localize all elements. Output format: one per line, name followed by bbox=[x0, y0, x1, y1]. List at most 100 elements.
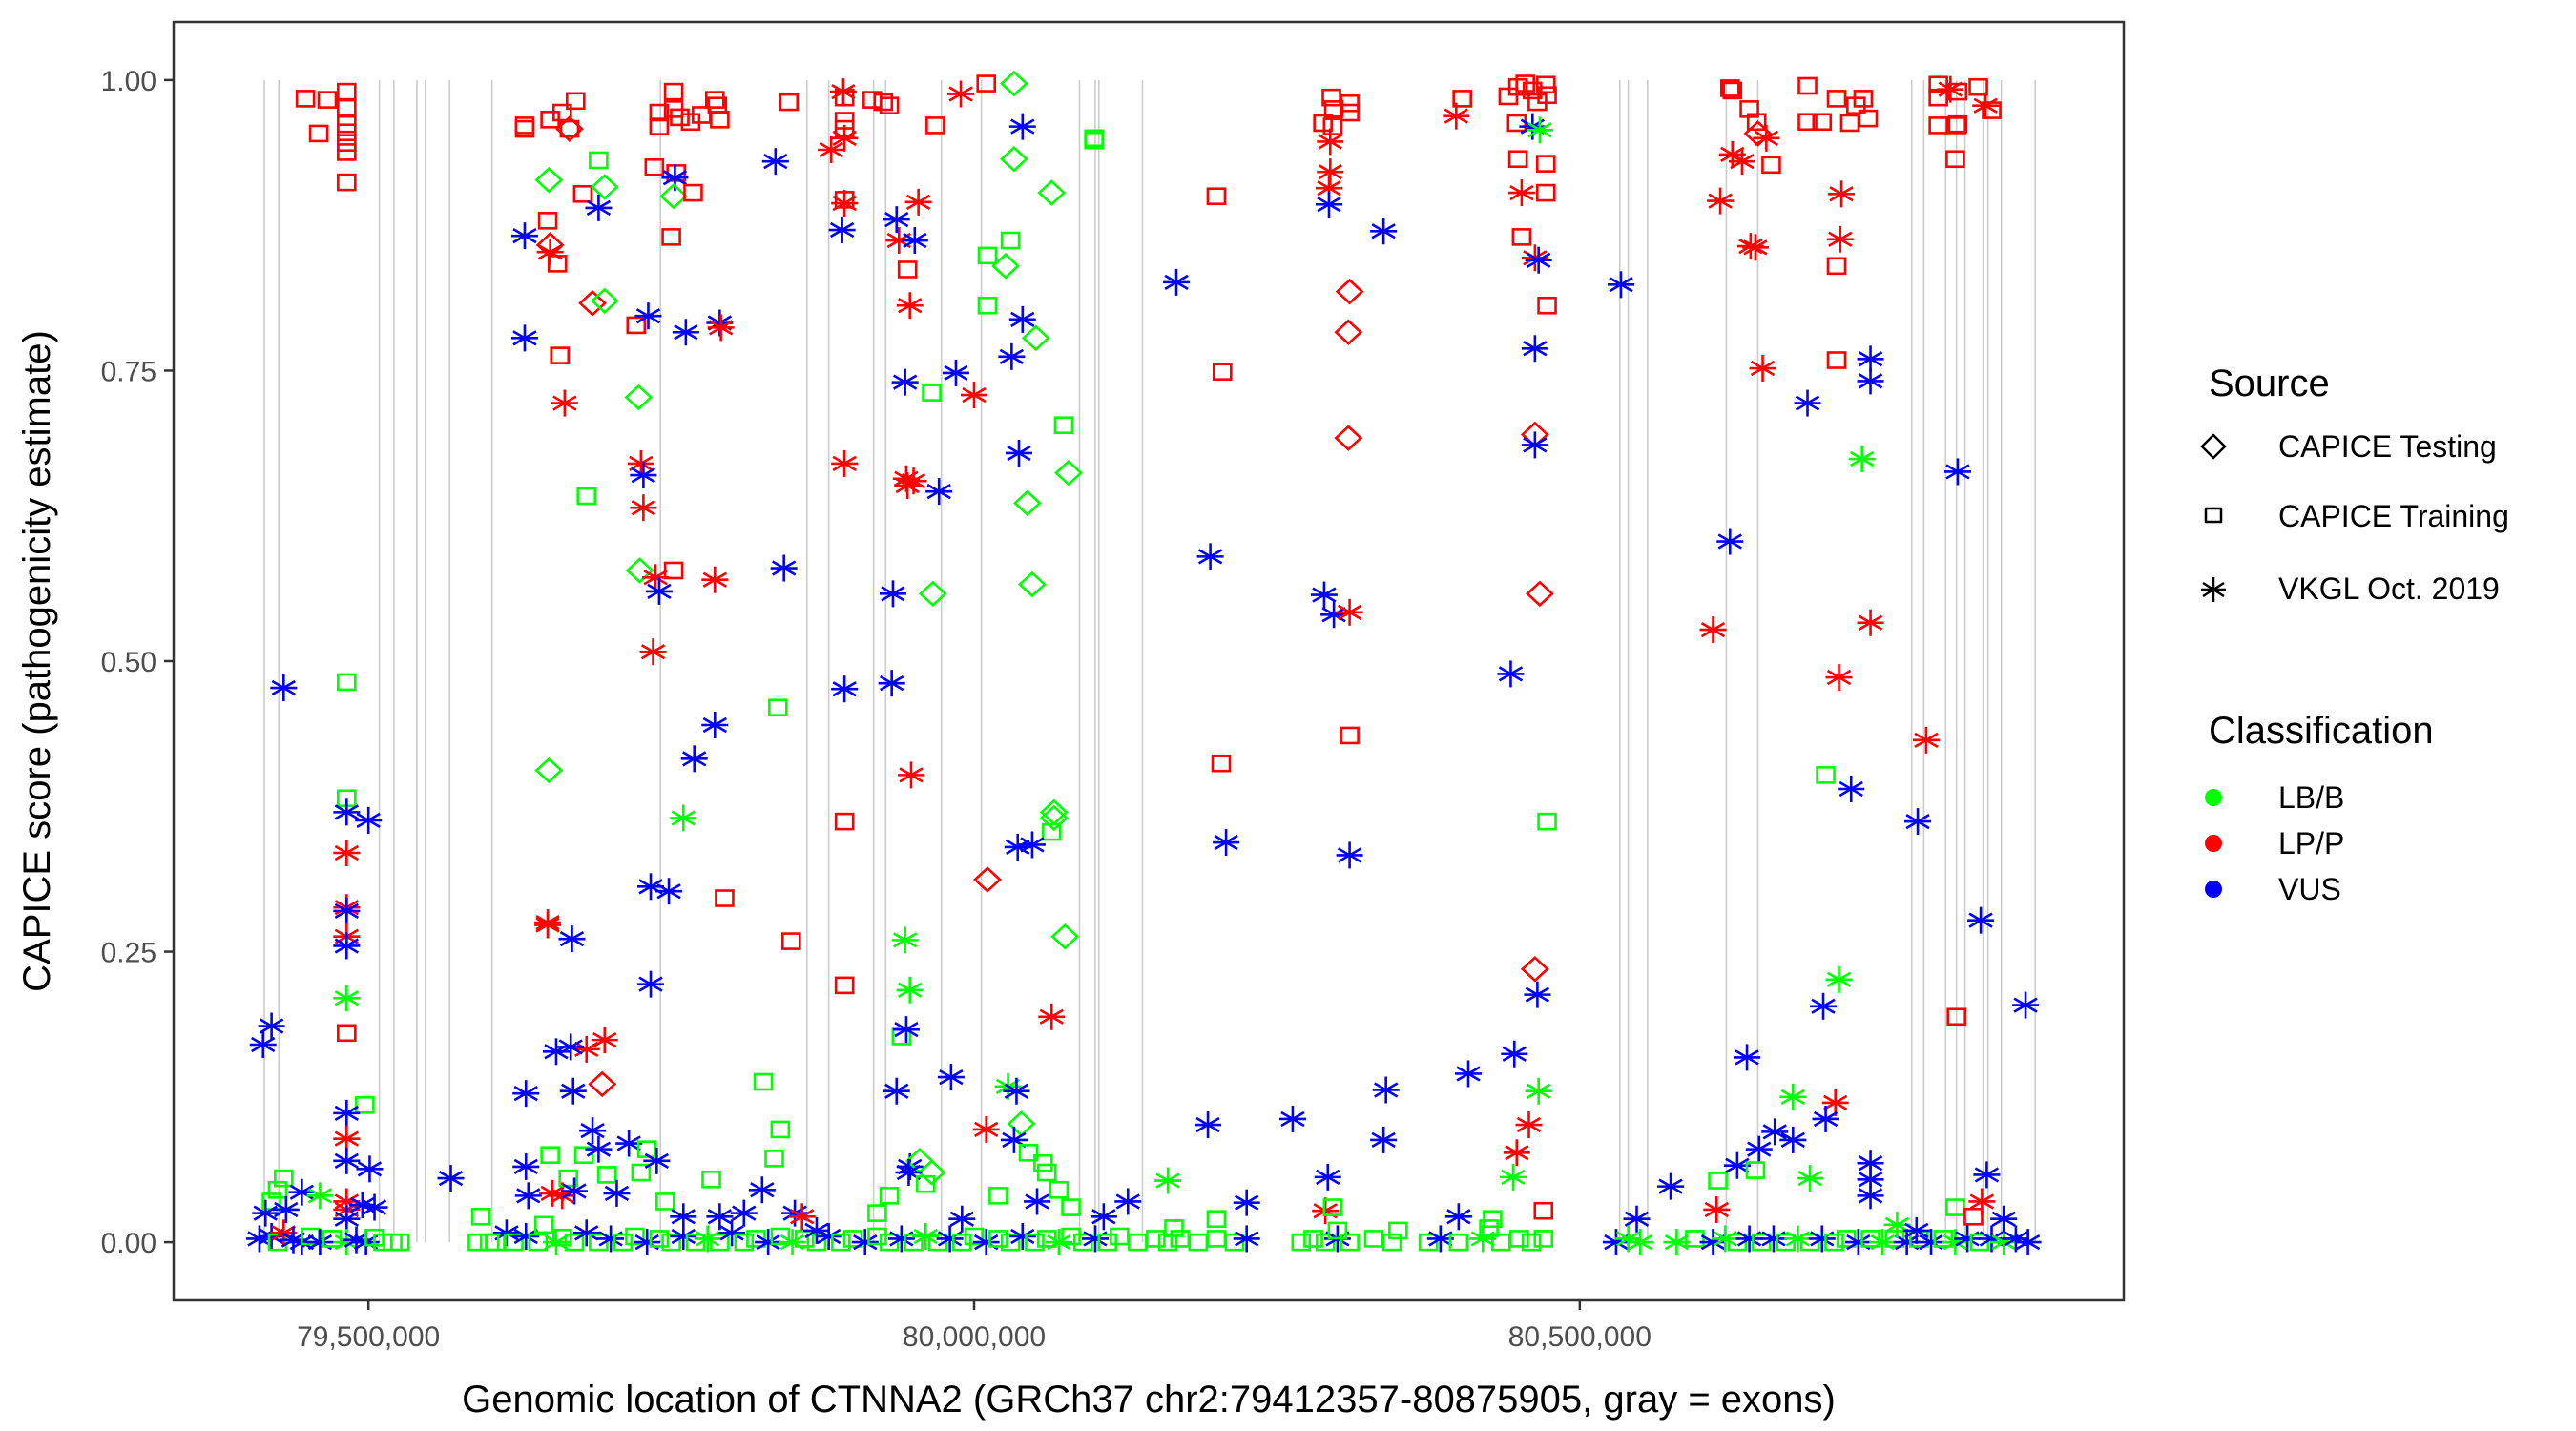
data-point-asterisk bbox=[630, 494, 657, 522]
data-point-asterisk bbox=[1826, 225, 1854, 253]
data-point-asterisk bbox=[558, 925, 586, 953]
data-point-square bbox=[1448, 1233, 1469, 1252]
data-point-asterisk bbox=[270, 674, 298, 702]
data-point-asterisk bbox=[1336, 598, 1363, 626]
data-point-asterisk bbox=[1734, 1044, 1761, 1071]
data-point-asterisk bbox=[1821, 1089, 1849, 1116]
data-point-square bbox=[1947, 82, 1968, 101]
data-point-square bbox=[1212, 363, 1233, 381]
data-point-square bbox=[389, 1233, 410, 1252]
data-point-square bbox=[267, 1180, 288, 1199]
y-tick-label: 0.75 bbox=[101, 356, 156, 387]
data-point-asterisk bbox=[249, 1031, 277, 1058]
data-point-square bbox=[715, 889, 735, 907]
data-point-square bbox=[337, 134, 357, 152]
data-point-asterisk bbox=[1728, 148, 1755, 176]
data-point-asterisk bbox=[1045, 1229, 1072, 1256]
data-point-asterisk bbox=[1810, 992, 1838, 1020]
data-point-asterisk bbox=[1825, 965, 1853, 993]
data-point-square bbox=[1025, 1233, 1045, 1252]
data-point-square bbox=[540, 1146, 560, 1165]
legend-dot-lbb bbox=[2205, 789, 2222, 806]
data-point-square bbox=[649, 1230, 670, 1248]
data-point-square bbox=[644, 157, 665, 176]
data-point-asterisk bbox=[770, 554, 798, 582]
data-point-square bbox=[1323, 100, 1344, 118]
data-point-asterisk bbox=[333, 1205, 361, 1233]
x-tick-label: 80,500,000 bbox=[1508, 1321, 1652, 1353]
data-point-square bbox=[1049, 1180, 1070, 1199]
data-point-square bbox=[1739, 100, 1759, 118]
data-point-square bbox=[1537, 812, 1557, 831]
data-point-asterisk bbox=[510, 324, 538, 352]
data-point-square bbox=[631, 1163, 652, 1182]
data-point-diamond bbox=[1021, 324, 1050, 352]
data-point-square bbox=[964, 1227, 985, 1246]
data-point-asterisk bbox=[831, 675, 859, 703]
data-point-diamond bbox=[590, 174, 619, 200]
data-point-square bbox=[1097, 1233, 1117, 1252]
data-point-asterisk bbox=[333, 1099, 361, 1127]
data-point-asterisk bbox=[1372, 1076, 1400, 1104]
data-point-square bbox=[1164, 1219, 1184, 1237]
data-point-square bbox=[1388, 1221, 1408, 1240]
data-point-asterisk bbox=[1794, 389, 1821, 417]
data-point-asterisk bbox=[730, 1199, 758, 1227]
data-point-asterisk bbox=[972, 1115, 1000, 1143]
data-point-asterisk bbox=[355, 806, 383, 834]
data-point-square bbox=[1340, 103, 1360, 122]
data-point-asterisk bbox=[1857, 367, 1884, 395]
data-point-square bbox=[1797, 113, 1818, 132]
data-point-square bbox=[1483, 1210, 1503, 1229]
data-point-square bbox=[988, 1230, 1008, 1248]
data-point-square bbox=[1685, 1230, 1705, 1248]
data-point-asterisk bbox=[831, 190, 859, 218]
data-point-square bbox=[1041, 822, 1062, 841]
legend-classification-title: Classification bbox=[2209, 710, 2434, 752]
data-point-asterisk bbox=[748, 1176, 776, 1204]
data-point-diamond bbox=[534, 166, 564, 194]
data-point-square bbox=[1719, 79, 1740, 97]
data-point-square bbox=[1928, 75, 1948, 94]
data-point-square bbox=[1206, 187, 1227, 206]
data-point-asterisk bbox=[718, 1219, 746, 1247]
data-point-square bbox=[710, 1233, 730, 1252]
data-point-asterisk bbox=[1912, 726, 1940, 754]
y-axis-title: CAPICE score (pathogenicity estimate) bbox=[16, 330, 58, 992]
data-point-square bbox=[576, 487, 597, 506]
data-point-asterisk bbox=[1657, 1172, 1685, 1200]
data-point-asterisk bbox=[972, 1229, 1000, 1256]
data-point-asterisk bbox=[1233, 1225, 1260, 1253]
data-point-square bbox=[1982, 101, 2002, 119]
data-point-asterisk bbox=[670, 1203, 697, 1231]
data-point-asterisk bbox=[1990, 1205, 2018, 1233]
data-point-square bbox=[649, 117, 670, 135]
data-point-asterisk bbox=[1741, 234, 1769, 261]
data-point-square bbox=[337, 143, 357, 161]
data-point-square bbox=[867, 1227, 887, 1246]
data-point-square bbox=[1452, 90, 1472, 108]
data-point-square bbox=[683, 183, 703, 202]
legend-classification: Classification LB/B LP/P VUS bbox=[2205, 710, 2434, 906]
data-point-asterisk bbox=[1233, 1189, 1260, 1216]
data-point-square bbox=[768, 698, 788, 717]
data-point-diamond bbox=[1520, 956, 1549, 983]
data-point-square bbox=[1327, 1221, 1348, 1240]
data-point-square bbox=[1211, 754, 1232, 773]
data-point-asterisk bbox=[1707, 187, 1735, 215]
data-point-asterisk bbox=[356, 1155, 384, 1183]
data-point-diamond bbox=[1054, 459, 1083, 487]
data-point-square bbox=[589, 151, 609, 170]
data-point-asterisk bbox=[831, 449, 859, 477]
data-point-square bbox=[1000, 1233, 1021, 1252]
data-point-square bbox=[734, 1233, 755, 1252]
legend-source-title: Source bbox=[2209, 363, 2330, 404]
data-point-asterisk bbox=[1521, 335, 1548, 363]
data-point-asterisk bbox=[557, 1033, 585, 1061]
data-point-asterisk bbox=[1972, 92, 2000, 119]
data-point-asterisk bbox=[1857, 1150, 1884, 1177]
data-point-square bbox=[355, 1096, 375, 1114]
data-point-asterisk bbox=[1336, 841, 1363, 869]
data-point-asterisk bbox=[1902, 1216, 1930, 1244]
data-point-square bbox=[1963, 1207, 1984, 1226]
